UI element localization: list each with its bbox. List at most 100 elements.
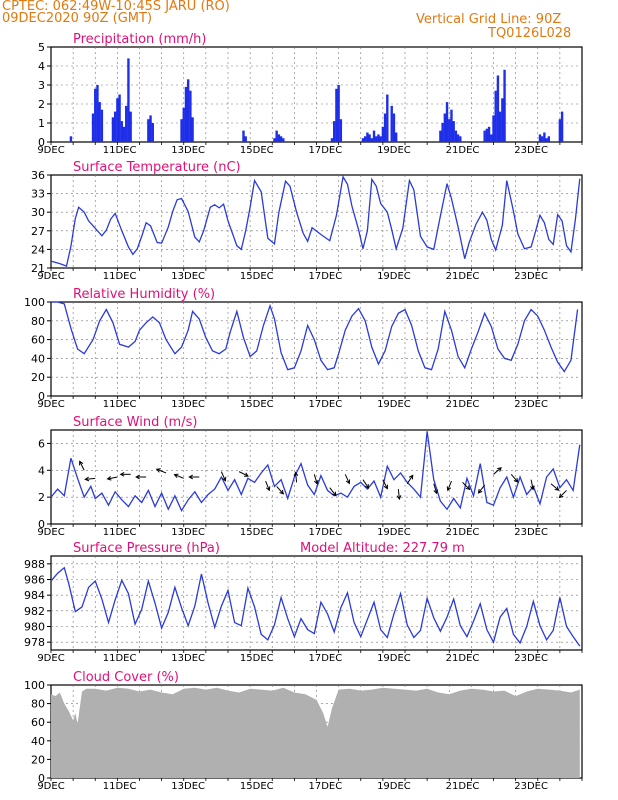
wind-arrow xyxy=(493,467,502,475)
wind-arrow-head xyxy=(135,474,140,480)
wind-arrow-head xyxy=(243,472,249,477)
rh-xtick-label: 19DEC xyxy=(377,399,411,410)
wind-arrow-head xyxy=(408,474,414,480)
wind-arrow-head xyxy=(173,473,179,479)
precip-bar xyxy=(184,86,188,142)
press-xtick-label: 19DEC xyxy=(377,653,411,664)
precip-bar xyxy=(545,138,548,142)
rh-ytick-label: 60 xyxy=(31,334,45,347)
precip-bar xyxy=(454,130,458,142)
press-line xyxy=(50,566,581,647)
press-xtick-label: 17DEC xyxy=(308,653,342,664)
precip-bar xyxy=(129,111,132,142)
precip-bar xyxy=(386,94,389,142)
precip-bar xyxy=(116,98,119,142)
precip-bar xyxy=(448,119,451,142)
precip-bar xyxy=(191,117,194,142)
wind-arrow xyxy=(550,483,559,491)
precip-bar xyxy=(186,79,190,142)
rh-line xyxy=(51,301,579,373)
wind-arrow xyxy=(433,483,438,494)
cloud-xtick-label: 9DEC xyxy=(37,781,64,792)
wind-arrow xyxy=(382,479,388,489)
temp-panel xyxy=(47,174,583,271)
rh-xtick-label: 21DEC xyxy=(446,399,480,410)
temp-xtick-label: 19DEC xyxy=(377,271,411,282)
wind-arrow-head xyxy=(188,474,193,480)
wind-arrow xyxy=(406,475,414,484)
precip-panel xyxy=(47,46,583,145)
cloud-ytick-label: 40 xyxy=(31,735,45,748)
press-ytick-label: 986 xyxy=(24,574,45,587)
wind-arrow xyxy=(362,479,369,489)
wind-arrow-head xyxy=(465,485,471,491)
precip-bar xyxy=(375,136,378,142)
precip-bar xyxy=(459,136,462,142)
precip-bar xyxy=(118,94,121,142)
precip-bar xyxy=(147,119,150,142)
header-line1: CPTEC: 062:49W-10:45S JARU (RO) xyxy=(2,0,230,14)
temp-ytick-label: 33 xyxy=(31,188,45,201)
precip-bar xyxy=(558,119,562,142)
precip-bar xyxy=(456,134,460,142)
wind-ytick-label: 4 xyxy=(38,464,45,477)
cloud-xtick-label: 21DEC xyxy=(446,781,480,792)
precip-bar xyxy=(379,136,382,142)
precip-bar xyxy=(69,136,73,142)
precip-bar xyxy=(498,111,502,142)
precip-bar xyxy=(149,115,152,142)
precip-bar xyxy=(394,132,398,142)
cloud-xtick-label: 13DEC xyxy=(171,781,205,792)
precip-bar xyxy=(282,138,285,142)
precip-bar xyxy=(494,90,497,142)
precip-bar xyxy=(120,121,123,142)
precip-bar xyxy=(370,138,374,142)
wind-panel xyxy=(47,429,583,527)
precip-bar xyxy=(361,138,365,142)
wind-arrow-head xyxy=(332,491,337,497)
press-ytick-label: 988 xyxy=(24,558,45,571)
wind-arrow xyxy=(397,489,400,500)
precip-bar xyxy=(189,90,192,142)
precip-xtick-label: 19DEC xyxy=(377,145,411,156)
precip-bar xyxy=(125,105,128,142)
rh-xtick-label: 13DEC xyxy=(171,399,205,410)
wind-arrow xyxy=(85,477,96,480)
precip-bar xyxy=(381,126,385,142)
rh-xtick-label: 23DEC xyxy=(514,399,548,410)
wind-arrow xyxy=(265,480,270,491)
precip-bar xyxy=(330,138,334,142)
precip-bar xyxy=(244,136,247,142)
rh-xtick-label: 11DEC xyxy=(103,399,137,410)
rh-xtick-label: 17DEC xyxy=(308,399,342,410)
precip-bar xyxy=(383,113,387,142)
rh-ytick-label: 20 xyxy=(31,371,45,384)
wind-xtick-label: 13DEC xyxy=(171,527,205,538)
press-panel xyxy=(47,555,583,653)
press-ytick-label: 978 xyxy=(24,636,45,649)
precip-bar xyxy=(503,69,506,142)
precip-bar xyxy=(94,88,97,142)
press-xtick-label: 15DEC xyxy=(240,653,274,664)
wind-arrow-head xyxy=(530,485,535,491)
press-xtick-label: 11DEC xyxy=(103,653,137,664)
wind-arrow xyxy=(329,487,337,496)
precip-bar xyxy=(98,102,101,142)
wind-arrow-head xyxy=(106,476,112,481)
precip-bar xyxy=(273,138,276,142)
temp-ytick-label: 30 xyxy=(31,206,45,219)
precip-bar xyxy=(91,113,95,142)
precip-bar xyxy=(333,121,336,142)
precip-bar xyxy=(501,98,504,142)
temp-line xyxy=(50,175,581,268)
wind-arrow-head xyxy=(119,471,125,477)
precip-bar xyxy=(443,113,447,142)
wind-ytick-label: 6 xyxy=(38,437,45,450)
precip-bar xyxy=(452,121,455,142)
wind-arrow xyxy=(276,486,284,495)
precip-ytick-label: 2 xyxy=(38,98,45,111)
wind-arrow xyxy=(174,474,184,479)
temp-xtick-label: 11DEC xyxy=(103,271,137,282)
wind-arrow-head xyxy=(221,476,227,482)
precip-bar xyxy=(392,113,396,142)
